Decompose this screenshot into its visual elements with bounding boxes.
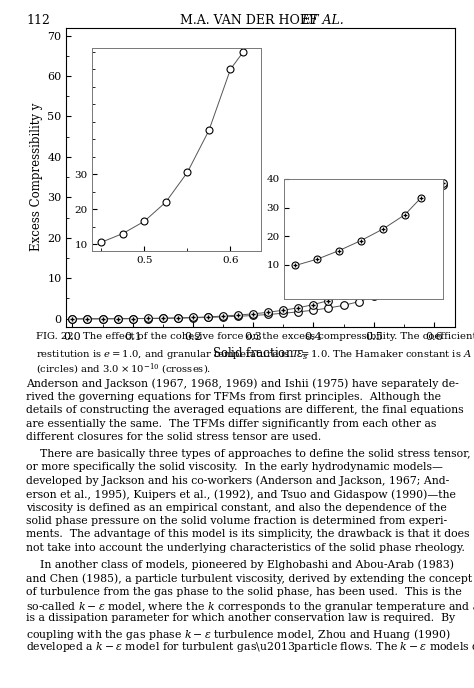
Y-axis label: Excess Compressibility y: Excess Compressibility y [30,103,43,251]
Text: so-called $k-\varepsilon$ model, where the $k$ corresponds to the granular tempe: so-called $k-\varepsilon$ model, where t… [26,600,474,614]
Text: ments.  The advantage of this model is its simplicity, the drawback is that it d: ments. The advantage of this model is it… [26,530,470,539]
Text: (circles) and $3.0 \times 10^{-10}$ (crosses).: (circles) and $3.0 \times 10^{-10}$ (cro… [36,362,211,378]
Text: 112: 112 [26,14,50,27]
Text: coupling with the gas phase $k-\varepsilon$ turbulence model, Zhou and Huang (19: coupling with the gas phase $k-\varepsil… [26,627,451,642]
Text: restitution is $e = 1.0$, and granular temperature is $T = 1.0$. The Hamaker con: restitution is $e = 1.0$, and granular t… [36,347,474,363]
X-axis label: Solid fraction $\varepsilon_s$: Solid fraction $\varepsilon_s$ [212,346,309,362]
Text: Anderson and Jackson (1967, 1968, 1969) and Ishii (1975) have separately de-: Anderson and Jackson (1967, 1968, 1969) … [26,378,459,389]
Text: FIG. 22.  The effect of the cohesive force on the excess compressibility. The co: FIG. 22. The effect of the cohesive forc… [36,332,474,341]
Text: of turbulence from the gas phase to the solid phase, has been used.  This is the: of turbulence from the gas phase to the … [26,586,462,596]
Text: solid phase pressure on the solid volume fraction is determined from experi-: solid phase pressure on the solid volume… [26,516,447,526]
Text: developed a $k-\varepsilon$ model for turbulent gas\u2013particle flows. The $k-: developed a $k-\varepsilon$ model for tu… [26,640,474,654]
Text: M.A. VAN DER HOEF: M.A. VAN DER HOEF [180,14,322,27]
Text: rived the governing equations for TFMs from first principles.  Although the: rived the governing equations for TFMs f… [26,392,441,402]
Text: are essentially the same.  The TFMs differ significantly from each other as: are essentially the same. The TFMs diffe… [26,418,437,429]
Text: In another class of models, pioneered by Elghobashi and Abou-Arab (1983): In another class of models, pioneered by… [26,560,454,570]
Text: viscosity is defined as an empirical constant, and also the dependence of the: viscosity is defined as an empirical con… [26,502,447,513]
Text: developed by Jackson and his co-workers (Anderson and Jackson, 1967; And-: developed by Jackson and his co-workers … [26,476,449,486]
Text: or more specifically the solid viscosity.  In the early hydrodynamic models—: or more specifically the solid viscosity… [26,462,443,473]
Text: erson et al., 1995), Kuipers et al., (1992), and Tsuo and Gidaspow (1990)—the: erson et al., 1995), Kuipers et al., (19… [26,489,456,499]
Text: ET AL.: ET AL. [301,14,344,27]
Text: details of constructing the averaged equations are different, the final equation: details of constructing the averaged equ… [26,405,464,416]
Text: There are basically three types of approaches to define the solid stress tensor,: There are basically three types of appro… [26,449,471,459]
Text: and Chen (1985), a particle turbulent viscosity, derived by extending the concep: and Chen (1985), a particle turbulent vi… [26,573,472,583]
Text: is a dissipation parameter for which another conservation law is required.  By: is a dissipation parameter for which ano… [26,614,455,623]
Text: different closures for the solid stress tensor are used.: different closures for the solid stress … [26,432,321,442]
Text: not take into account the underlying characteristics of the solid phase rheology: not take into account the underlying cha… [26,543,465,553]
